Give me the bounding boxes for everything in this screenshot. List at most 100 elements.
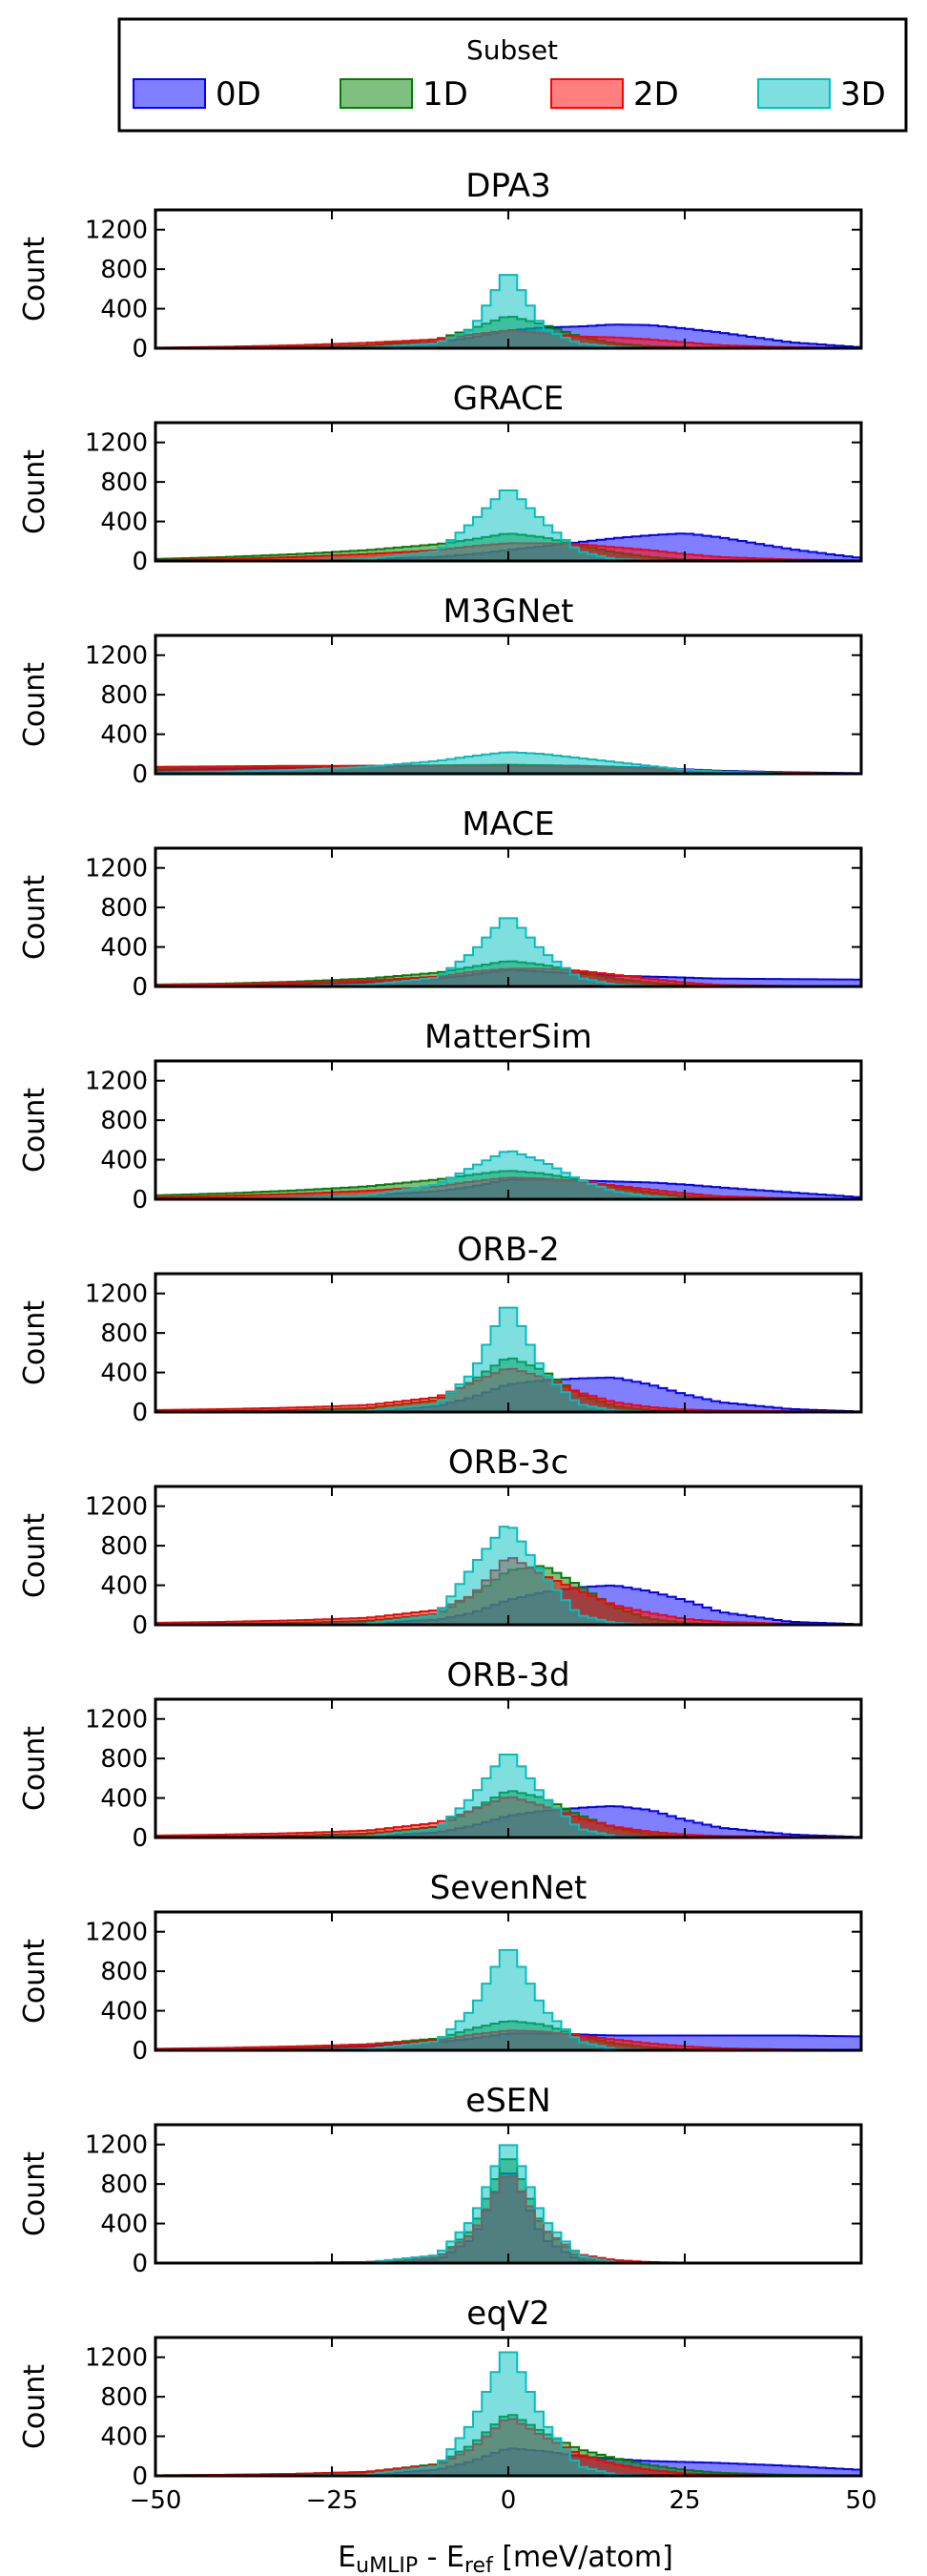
- legend-swatch-3d: [757, 78, 831, 109]
- histogram-3d: [154, 2351, 861, 2477]
- panel-title: eqV2: [466, 2295, 549, 2333]
- y-tick-label: 0: [132, 548, 148, 576]
- y-tick-label: 800: [100, 1958, 148, 1986]
- legend-label-2d: 2D: [633, 75, 679, 114]
- y-tick-label: 800: [100, 1319, 148, 1348]
- panel-eqv2: eqV2 Count 0 400 800 1200 −50 −25 0 25 50: [18, 2295, 877, 2515]
- panel-title: SevenNet: [430, 1869, 587, 1907]
- histogram-3d: [154, 2144, 861, 2264]
- y-tick-label: 800: [100, 1107, 148, 1135]
- y-tick-label: 400: [100, 1785, 148, 1814]
- y-tick-label: 0: [132, 1399, 148, 1427]
- y-tick-label: 800: [100, 468, 148, 497]
- y-tick-label: 1200: [85, 429, 148, 458]
- panel-title: ORB-2: [457, 1231, 560, 1269]
- y-tick-label: 400: [100, 2423, 148, 2452]
- panel-orb-3d: ORB-3d Count 0 400 800 1200: [18, 1656, 863, 1853]
- y-tick-label: 0: [132, 2250, 148, 2278]
- y-axis-label: Count: [18, 2151, 52, 2236]
- histogram-3d: [154, 917, 861, 987]
- y-tick-label: 0: [132, 2037, 148, 2066]
- panel-title: M3GNet: [443, 592, 574, 631]
- y-tick-label: 400: [100, 934, 148, 963]
- panel-title: ORB-3c: [448, 1444, 568, 1482]
- y-tick-label: 1200: [85, 2344, 148, 2373]
- legend-swatch-2d: [550, 78, 624, 109]
- panel-title: DPA3: [465, 167, 550, 205]
- y-tick-label: 0: [132, 1824, 148, 1853]
- y-tick-label: 400: [100, 1360, 148, 1388]
- y-tick-label: 800: [100, 894, 148, 923]
- panel-mattersim: MatterSim Count 0 400 800 1200: [18, 1018, 863, 1215]
- panel-title: eSEN: [465, 2082, 550, 2120]
- x-tick-label: 50: [845, 2486, 876, 2515]
- legend-swatch-0d: [133, 78, 206, 109]
- panel-grace: GRACE Count 0 400 800 1200: [18, 380, 863, 576]
- legend-swatch-1d: [340, 78, 413, 109]
- legend-frame: [117, 17, 908, 133]
- histogram-3d: [154, 1754, 861, 1839]
- x-tick-label: 25: [669, 2486, 700, 2515]
- legend: Subset 0D 1D 2D 3D: [117, 17, 908, 133]
- x-tick-label: 0: [501, 2486, 517, 2515]
- y-tick-label: 0: [132, 760, 148, 789]
- y-axis-label: Count: [18, 1300, 52, 1385]
- y-tick-label: 0: [132, 1611, 148, 1640]
- y-axis-label: Count: [18, 875, 52, 960]
- y-axis-label: Count: [18, 2364, 52, 2449]
- y-axis-label: Count: [18, 1939, 52, 2024]
- panel-esen: eSEN Count 0 400 800 1200: [18, 2082, 863, 2278]
- y-tick-label: 400: [100, 721, 148, 750]
- y-tick-label: 800: [100, 2383, 148, 2412]
- y-tick-label: 1200: [85, 1919, 148, 1947]
- y-tick-label: 1200: [85, 2131, 148, 2160]
- y-tick-label: 400: [100, 2211, 148, 2239]
- y-tick-label: 800: [100, 256, 148, 284]
- y-tick-label: 1200: [85, 1493, 148, 1522]
- legend-label-3d: 3D: [840, 75, 886, 114]
- panel-orb-2: ORB-2 Count 0 400 800 1200: [18, 1231, 863, 1427]
- y-tick-label: 0: [132, 973, 148, 1002]
- y-tick-label: 800: [100, 681, 148, 710]
- y-axis-label: Count: [18, 449, 52, 534]
- y-axis-label: Count: [18, 1088, 52, 1173]
- y-tick-label: 800: [100, 2171, 148, 2199]
- y-tick-label: 1200: [85, 855, 148, 883]
- panel-title: MACE: [462, 805, 554, 843]
- legend-label-0d: 0D: [216, 75, 261, 114]
- panel-mace: MACE Count 0 400 800 1200: [18, 805, 863, 1002]
- y-tick-label: 400: [100, 1998, 148, 2026]
- y-axis-label: Count: [18, 662, 52, 747]
- y-tick-label: 1200: [85, 1706, 148, 1735]
- y-tick-label: 1200: [85, 642, 148, 671]
- x-tick-label: −50: [130, 2486, 182, 2515]
- y-tick-label: 0: [132, 335, 148, 364]
- x-axis-label: EuMLIP - Eref [meV/atom]: [338, 2541, 673, 2576]
- y-tick-label: 1200: [85, 1280, 148, 1309]
- y-tick-label: 1200: [85, 217, 148, 245]
- y-tick-label: 400: [100, 296, 148, 324]
- panel-dpa3: DPA3 Count 0 400 800 1200: [18, 167, 863, 364]
- panel-title: GRACE: [453, 380, 564, 418]
- y-axis-label: Count: [18, 237, 52, 322]
- y-axis-label: Count: [18, 1513, 52, 1598]
- histogram-3d: [154, 1526, 861, 1626]
- panel-m3gnet: M3GNet Count 0 400 800 1200: [18, 592, 863, 789]
- y-tick-label: 800: [100, 1745, 148, 1774]
- y-tick-label: 800: [100, 1532, 148, 1561]
- y-axis-label: Count: [18, 1726, 52, 1811]
- panel-sevennet: SevenNet Count 0 400 800 1200: [18, 1869, 863, 2066]
- y-tick-label: 400: [100, 1147, 148, 1175]
- legend-title: Subset: [466, 34, 558, 66]
- y-tick-label: 400: [100, 1572, 148, 1601]
- y-tick-label: 0: [132, 2462, 148, 2491]
- panel-title: ORB-3d: [446, 1656, 569, 1694]
- legend-label-1d: 1D: [422, 75, 468, 114]
- x-tick-label: −25: [306, 2486, 359, 2515]
- panel-title: MatterSim: [424, 1018, 592, 1056]
- panel-orb-3c: ORB-3c Count 0 400 800 1200: [18, 1444, 863, 1640]
- histogram-3d: [154, 1306, 861, 1413]
- y-tick-label: 400: [100, 509, 148, 537]
- y-tick-label: 1200: [85, 1068, 148, 1096]
